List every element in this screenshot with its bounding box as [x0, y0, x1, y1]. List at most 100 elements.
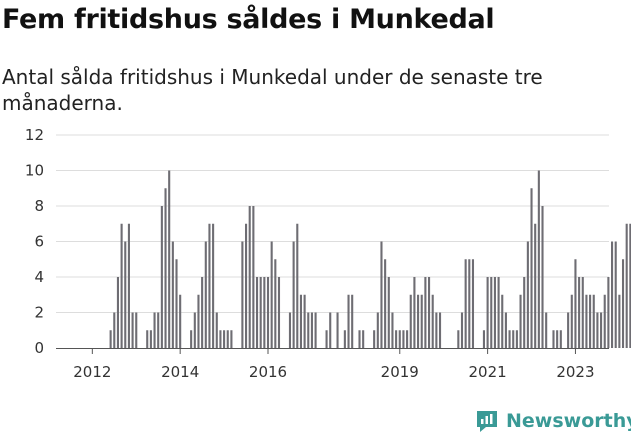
bar — [248, 206, 251, 348]
bar — [113, 312, 116, 348]
y-tick-label: 10 — [25, 162, 44, 180]
bar — [193, 312, 196, 348]
x-tick-label: 2021 — [469, 363, 507, 381]
bar — [164, 188, 167, 348]
bar — [347, 294, 350, 348]
bar — [391, 312, 394, 348]
bar — [519, 294, 522, 348]
bar — [424, 277, 427, 348]
bar — [153, 312, 156, 348]
bar — [552, 330, 555, 348]
x-tick-label: 2016 — [249, 363, 287, 381]
bar — [116, 277, 119, 348]
bar — [219, 330, 222, 348]
gridlines — [56, 134, 609, 313]
bar — [274, 259, 277, 348]
bar — [438, 312, 442, 348]
bar — [127, 223, 130, 348]
bar — [490, 277, 493, 348]
bar — [197, 294, 200, 348]
bar — [406, 330, 409, 348]
bar — [398, 330, 401, 348]
bar — [343, 330, 346, 348]
bar — [611, 241, 614, 348]
bar — [212, 223, 215, 348]
bar — [574, 259, 577, 348]
x-tick-label: 2023 — [556, 363, 594, 381]
bar — [303, 294, 306, 348]
bar — [120, 223, 123, 348]
bar — [417, 294, 420, 348]
newsworthy-logo-text: Newsworthy — [506, 410, 631, 432]
chart-title: Fem fritidshus såldes i Munkedal — [2, 4, 495, 35]
y-tick-label: 8 — [34, 197, 44, 215]
bar — [252, 206, 255, 348]
bar — [504, 312, 507, 348]
bar — [471, 259, 475, 348]
bar — [523, 277, 526, 348]
bar — [259, 277, 262, 348]
bar — [545, 312, 548, 348]
bar — [230, 330, 233, 348]
bar — [160, 206, 163, 348]
bar — [585, 294, 588, 348]
bar — [501, 294, 504, 348]
bar — [530, 188, 533, 348]
x-tick-label: 2014 — [161, 363, 199, 381]
bar — [603, 294, 606, 348]
y-tick-label: 6 — [34, 233, 44, 251]
bar — [223, 330, 226, 348]
bar — [614, 241, 617, 348]
bar — [204, 241, 207, 348]
bar — [457, 330, 460, 348]
bar — [175, 259, 178, 348]
bar — [307, 312, 310, 348]
bar — [395, 330, 398, 348]
chart-subtitle: Antal sålda fritidshus i Munkedal under … — [2, 65, 543, 115]
bar — [325, 330, 328, 348]
newsworthy-logo-icon — [477, 411, 497, 432]
bar — [362, 330, 365, 348]
bar — [618, 294, 621, 348]
bar — [409, 294, 412, 348]
bar — [581, 277, 584, 348]
bar — [596, 312, 599, 348]
bar — [541, 206, 544, 348]
bar — [600, 312, 603, 348]
bar — [537, 170, 540, 348]
bar — [266, 277, 270, 348]
y-tick-label: 12 — [25, 126, 44, 144]
bar — [570, 294, 573, 348]
bar — [373, 330, 376, 348]
bar — [329, 312, 332, 348]
bar — [201, 277, 204, 348]
bar — [508, 330, 511, 348]
bar — [168, 170, 171, 348]
bar — [589, 294, 592, 348]
bar — [384, 259, 387, 348]
bar — [245, 223, 248, 348]
bar — [402, 330, 405, 348]
bar — [376, 312, 379, 348]
bar — [413, 277, 416, 348]
y-tick-label: 0 — [34, 339, 44, 357]
newsworthy-logo: Newsworthy — [474, 405, 631, 437]
bar — [190, 330, 193, 348]
bar — [431, 294, 434, 348]
x-tick-label: 2019 — [381, 363, 419, 381]
bar — [135, 312, 138, 348]
bar — [534, 223, 537, 348]
bar — [493, 277, 496, 348]
bar — [255, 277, 259, 348]
bar — [512, 330, 515, 348]
bar — [310, 312, 313, 348]
bar — [351, 294, 354, 348]
bar — [497, 277, 500, 348]
bar — [460, 312, 464, 348]
bar — [109, 330, 112, 348]
bar — [292, 241, 295, 348]
y-tick-label: 4 — [34, 268, 44, 286]
bar — [420, 294, 423, 348]
bar — [241, 241, 244, 348]
